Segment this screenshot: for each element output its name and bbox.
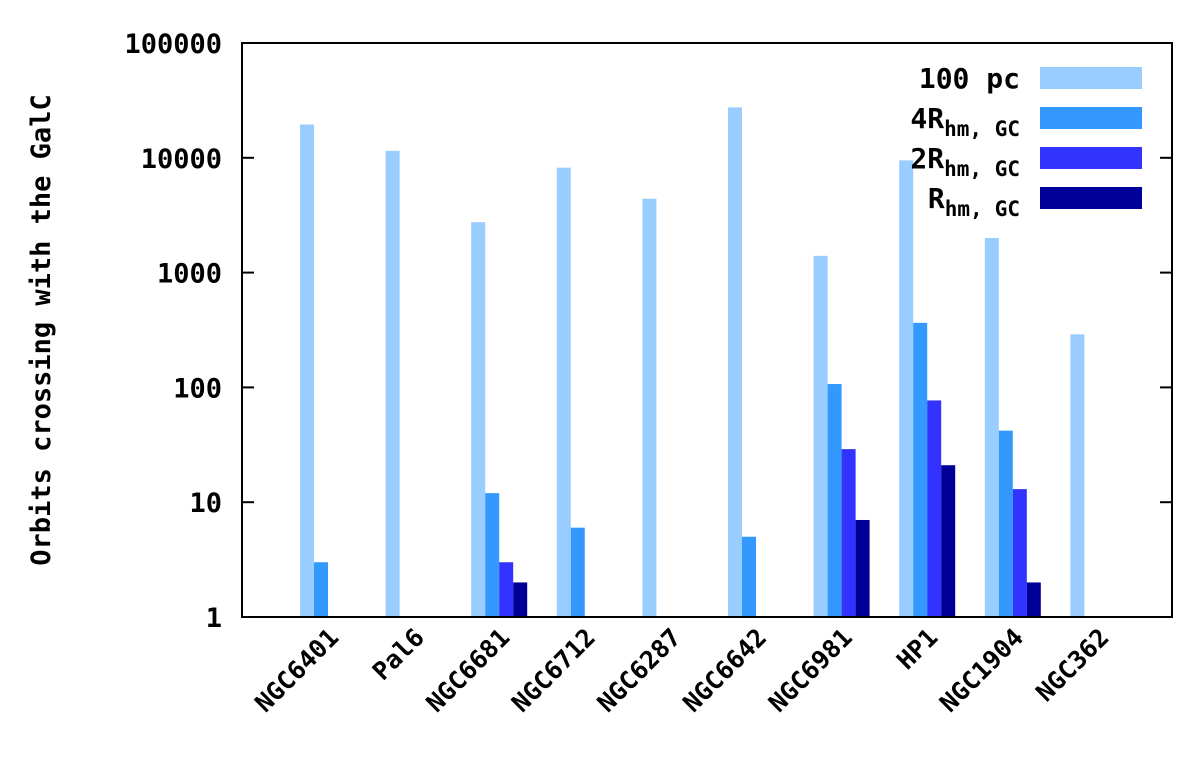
bar-ngc1904-series2 — [998, 430, 1013, 617]
x-axis-labels: NGC6401 Pal6NGC6681NGC6712NGC6287NGC6642N… — [249, 623, 1114, 718]
bar-ngc1904-series1 — [984, 238, 999, 618]
bar-ngc6712-series1 — [556, 167, 571, 618]
x-category-label: NGC1904 — [934, 623, 1029, 718]
legend-swatch-2rhm — [1040, 147, 1142, 169]
legend-swatch-4rhm — [1040, 107, 1142, 129]
legend-entry-rhm: Rhm, GC — [928, 182, 1142, 221]
bar-ngc6981-series4 — [855, 519, 870, 617]
legend-swatch-100pc — [1040, 67, 1142, 89]
bar-pal6-series1 — [385, 150, 400, 617]
bar-ngc362-series1 — [1070, 334, 1085, 617]
y-axis-label: Orbits crossing with the GalC — [26, 94, 57, 565]
bar-ngc1904-series3 — [1012, 489, 1027, 617]
y-tick-label: 100 — [173, 373, 222, 404]
bar-ngc6401-series1 — [300, 124, 314, 617]
bars-group — [300, 107, 1085, 618]
y-tick-label: 1000 — [157, 259, 222, 290]
legend-label-rhm: Rhm, GC — [928, 182, 1020, 221]
bar-ngc6681-series4 — [513, 582, 528, 617]
x-category-label: Pal6 — [367, 623, 430, 686]
bar-ngc1904-series4 — [1026, 582, 1041, 617]
legend-entry-2rhm: 2Rhm, GC — [910, 142, 1142, 181]
y-tick-label: 10 — [189, 488, 222, 519]
bar-ngc6681-series2 — [485, 493, 500, 617]
bar-ngc6287-series1 — [642, 198, 657, 617]
bar-ngc6642-series1 — [728, 107, 742, 617]
y-tick-label: 10000 — [141, 144, 222, 175]
bar-ngc6642-series2 — [742, 536, 756, 617]
legend-entry-4rhm: 4Rhm, GC — [910, 102, 1142, 141]
bar-ngc6981-series3 — [841, 449, 856, 617]
legend-label-4rhm: 4Rhm, GC — [910, 102, 1020, 141]
bar-ngc6401-series2 — [314, 562, 328, 617]
x-category-label: NGC6712 — [506, 623, 601, 718]
x-category-label: HP1 — [891, 623, 943, 675]
legend-label-2rhm: 2Rhm, GC — [910, 142, 1020, 181]
bar-hp1-series2 — [913, 322, 928, 617]
x-category-label: NGC6642 — [677, 623, 772, 718]
bar-ngc6981-series2 — [827, 384, 842, 617]
legend-swatch-rhm — [1040, 187, 1142, 209]
y-axis-ticks: 1 10 100 1000 10000 100000 — [124, 29, 1172, 634]
bar-hp1-series1 — [899, 160, 914, 617]
x-category-label: NGC6981 — [763, 623, 858, 718]
bar-hp1-series3 — [927, 400, 942, 617]
bar-hp1-series4 — [941, 465, 956, 617]
x-category-label: NGC362 — [1030, 623, 1114, 707]
bar-ngc6981-series1 — [813, 255, 828, 617]
x-category-label: NGC6287 — [592, 623, 687, 718]
y-tick-label: 1 — [206, 603, 222, 634]
bar-ngc6712-series2 — [570, 527, 585, 617]
legend-entry-100pc: 100 pc — [919, 62, 1142, 95]
bar-ngc6681-series1 — [471, 222, 486, 617]
plot-frame — [241, 42, 1173, 618]
x-category-label: NGC6681 — [420, 623, 515, 718]
legend-label-100pc: 100 pc — [919, 62, 1020, 95]
legend: 100 pc 4Rhm, GC 2Rhm, GC Rhm, GC — [910, 62, 1142, 221]
y-tick-label: 100000 — [124, 29, 222, 60]
bar-ngc6681-series3 — [499, 562, 514, 617]
x-category-label: NGC6401 — [249, 623, 344, 718]
